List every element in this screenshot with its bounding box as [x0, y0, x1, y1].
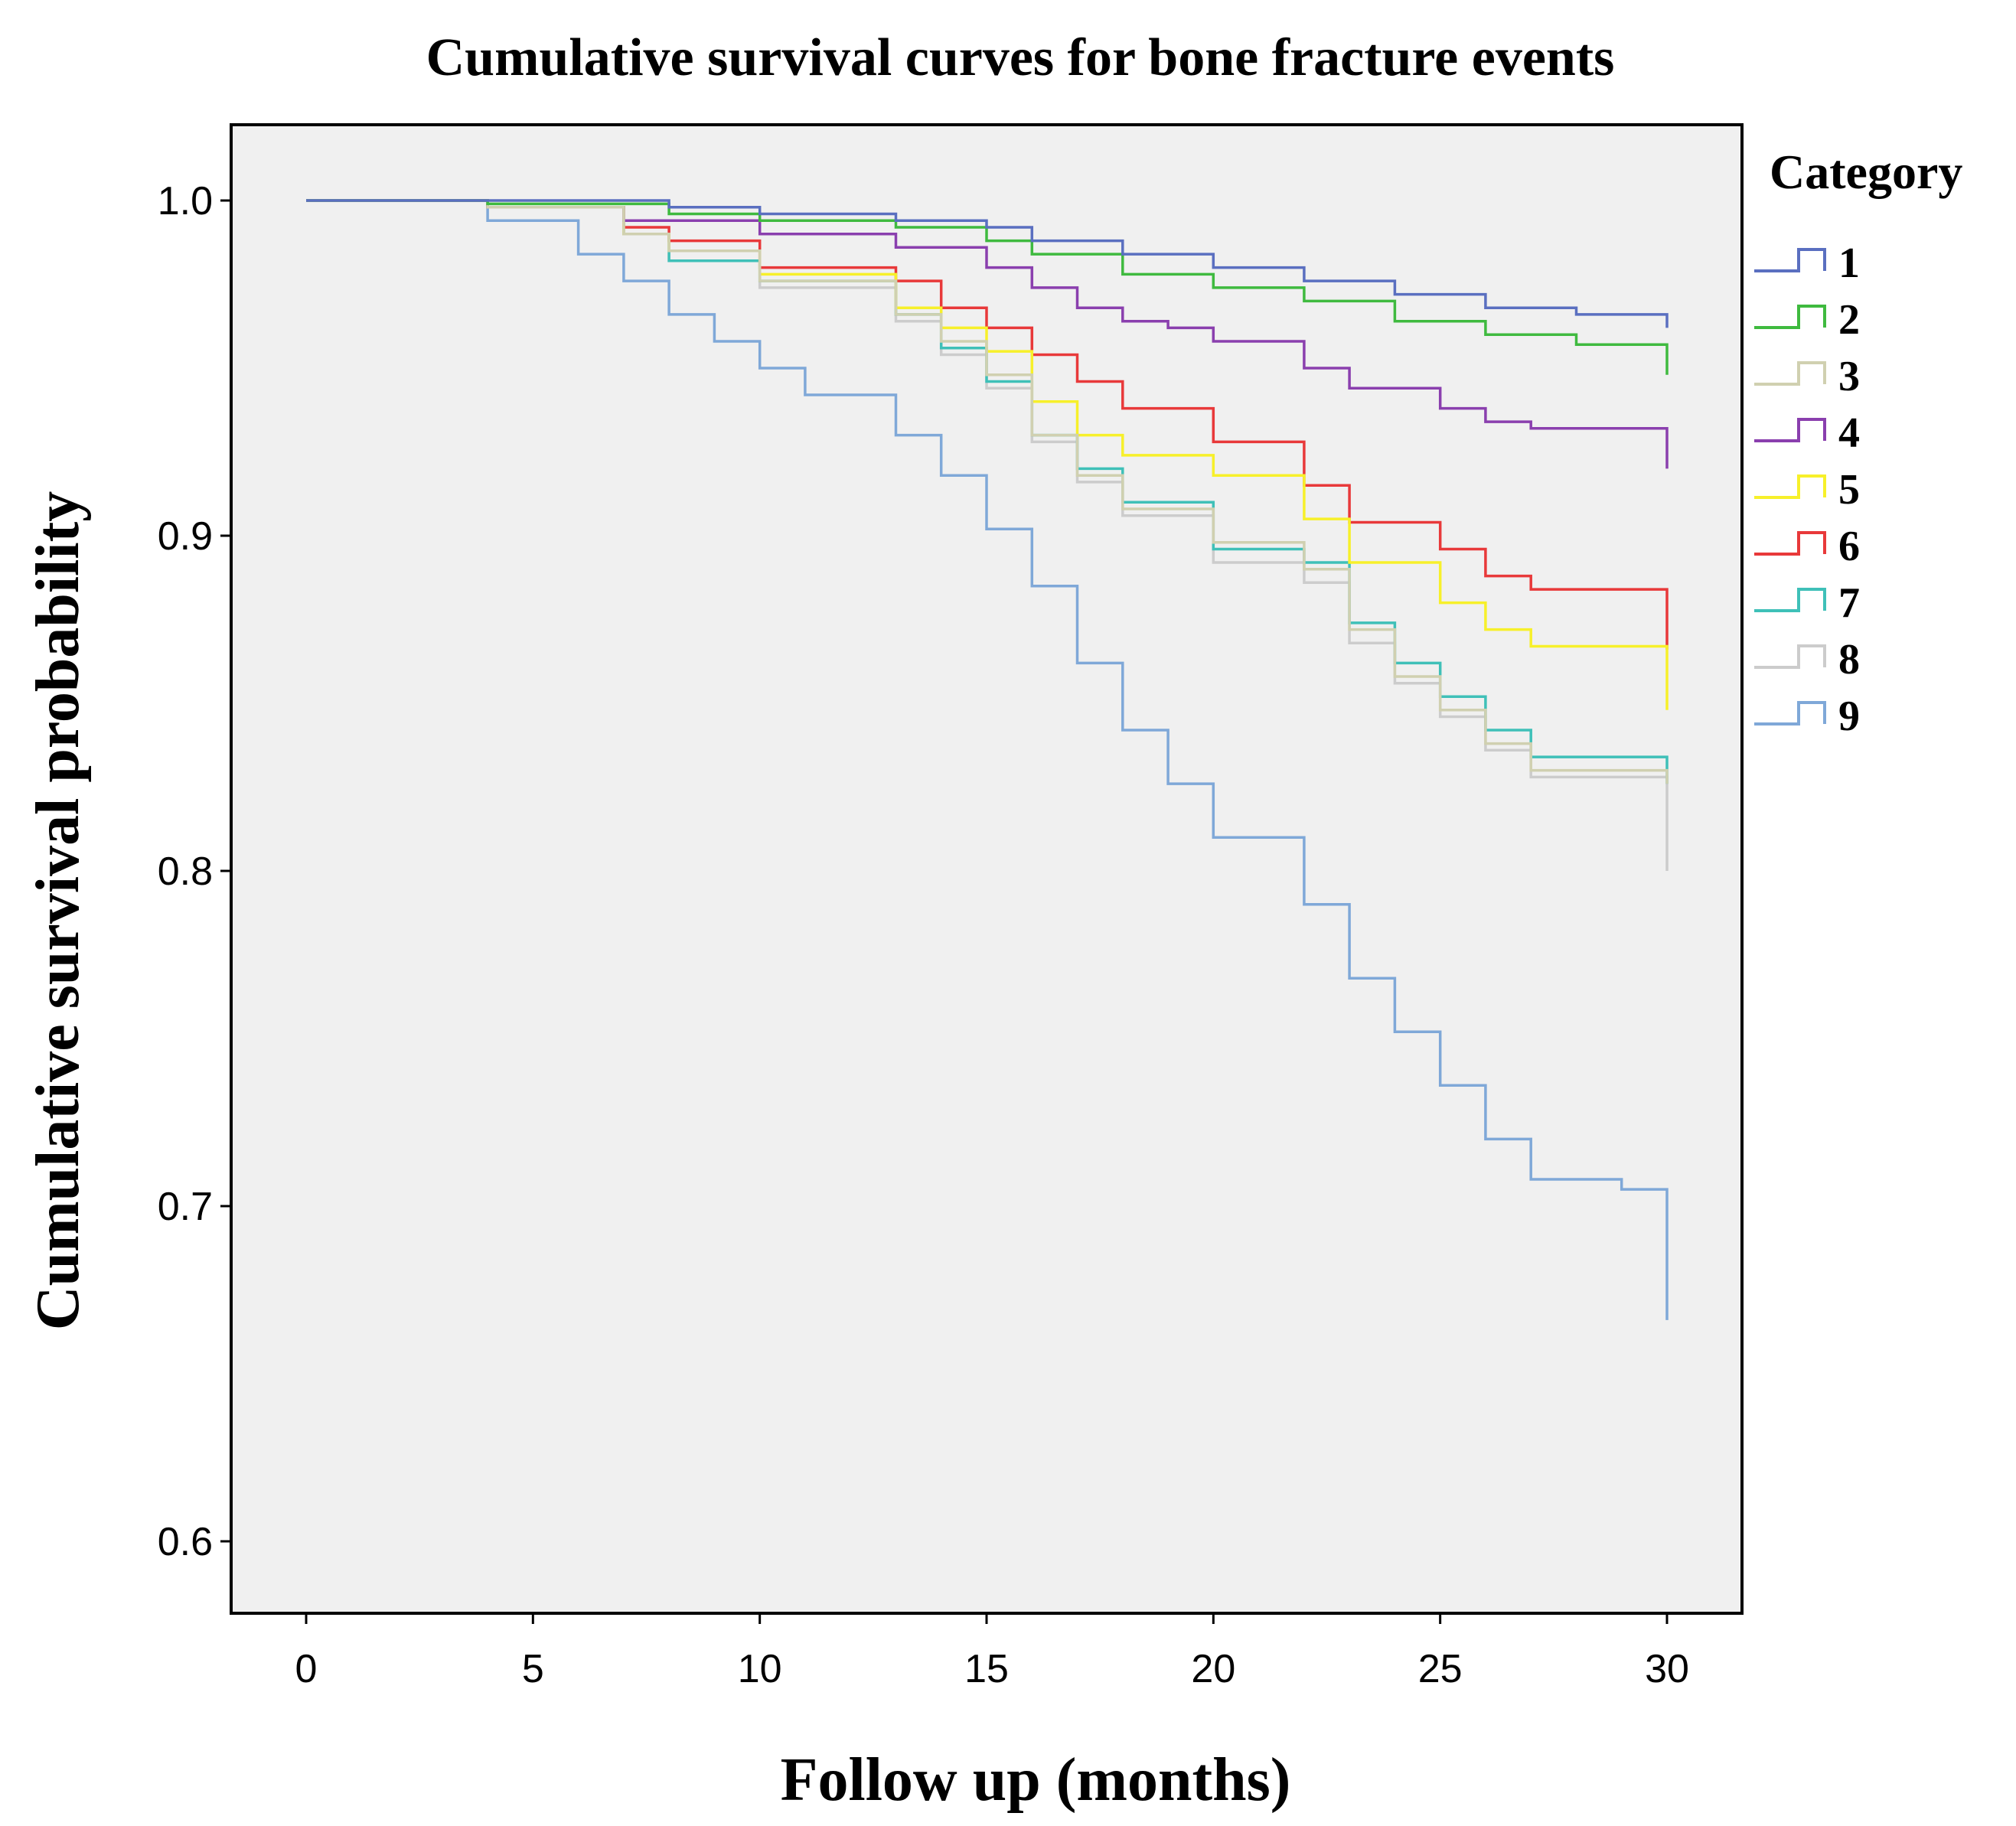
- x-tick-label: 25: [1418, 1647, 1463, 1691]
- legend-swatch-9: [1754, 701, 1826, 726]
- legend-label-6: 6: [1838, 523, 1860, 570]
- legend-swatch-6: [1754, 531, 1826, 556]
- chart-title: Cumulative survival curves for bone frac…: [426, 28, 1615, 87]
- survival-curve-category-3: [306, 199, 1669, 784]
- x-tick-label: 0: [295, 1647, 318, 1691]
- x-tick-label: 10: [738, 1647, 782, 1691]
- legend-label-3: 3: [1838, 353, 1860, 400]
- survival-curves: [306, 199, 1669, 1320]
- legend-title: Category: [1770, 145, 1962, 199]
- legend-label-2: 2: [1838, 296, 1860, 344]
- legend-label-7: 7: [1838, 579, 1860, 627]
- y-tick-label: 0.7: [158, 1185, 213, 1229]
- x-axis: 0 5 10 15 20 25 30: [295, 1613, 1689, 1691]
- legend-label-4: 4: [1838, 409, 1860, 457]
- survival-curve-category-9: [306, 199, 1669, 1320]
- survival-curve-category-2: [306, 199, 1669, 375]
- y-tick-label: 1.0: [158, 179, 213, 223]
- legend-swatch-3: [1754, 361, 1826, 386]
- y-tick-label: 0.9: [158, 514, 213, 559]
- x-tick-label: 20: [1191, 1647, 1235, 1691]
- legend-swatch-7: [1754, 588, 1826, 612]
- legend: Category 1 2 3 4 5 6 7 8 9: [1754, 145, 1962, 740]
- x-tick-label: 30: [1645, 1647, 1689, 1691]
- legend-swatch-4: [1754, 418, 1826, 442]
- y-axis-label: Cumulative survival probability: [24, 491, 92, 1330]
- legend-swatch-1: [1754, 248, 1826, 272]
- y-tick-label: 0.6: [158, 1520, 213, 1564]
- y-tick-label: 0.8: [158, 849, 213, 894]
- legend-label-5: 5: [1838, 466, 1860, 514]
- survival-curve-category-7: [306, 199, 1669, 784]
- legend-swatch-8: [1754, 644, 1826, 669]
- legend-swatch-2: [1754, 305, 1826, 329]
- survival-curve-category-1: [306, 199, 1669, 328]
- x-axis-label: Follow up (months): [781, 1746, 1291, 1814]
- y-axis: 0.6 0.7 0.8 0.9 1.0: [158, 179, 231, 1564]
- x-tick-label: 15: [964, 1647, 1009, 1691]
- legend-swatch-5: [1754, 474, 1826, 499]
- legend-label-1: 1: [1838, 240, 1860, 287]
- survival-curve-category-4: [306, 199, 1669, 469]
- legend-label-9: 9: [1838, 693, 1860, 740]
- legend-label-8: 8: [1838, 636, 1860, 683]
- x-tick-label: 5: [522, 1647, 544, 1691]
